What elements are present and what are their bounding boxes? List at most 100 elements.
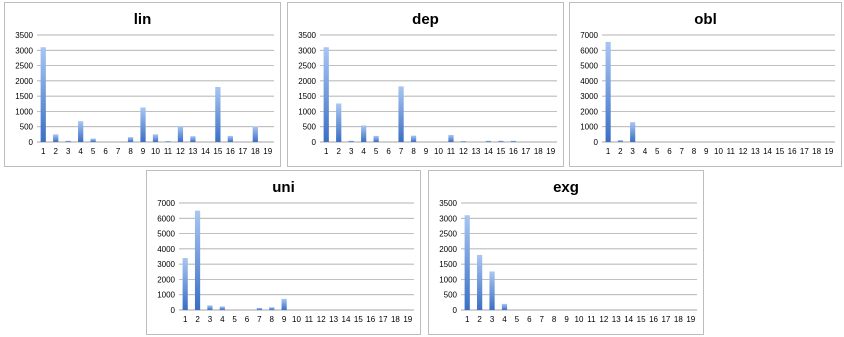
y-tick-label: 1500 bbox=[298, 92, 316, 101]
chart-panel-uni: uni 0 1000 2000 3000 4000 5000 6000 7000 1 2 3 4 5 6 7 8… bbox=[146, 170, 421, 335]
y-tick-label: 7000 bbox=[580, 31, 598, 40]
y-tick-label: 2000 bbox=[439, 245, 457, 254]
bar bbox=[489, 271, 495, 310]
x-tick-label: 14 bbox=[342, 315, 351, 324]
bar bbox=[219, 306, 225, 310]
bar bbox=[207, 305, 213, 310]
x-tick-label: 6 bbox=[667, 147, 672, 156]
bar bbox=[177, 126, 184, 142]
x-tick-label: 14 bbox=[624, 315, 633, 324]
x-tick-label: 5 bbox=[232, 315, 237, 324]
x-tick-label: 5 bbox=[515, 315, 520, 324]
x-tick-label: 19 bbox=[546, 147, 555, 156]
bar bbox=[78, 121, 84, 142]
bar bbox=[361, 125, 367, 142]
bar bbox=[256, 307, 262, 310]
x-tick-label: 5 bbox=[374, 147, 379, 156]
x-tick-label: 17 bbox=[379, 315, 388, 324]
y-tick-label: 3000 bbox=[15, 46, 33, 55]
x-tick-label: 3 bbox=[630, 147, 635, 156]
x-tick-label: 10 bbox=[434, 147, 443, 156]
x-tick-label: 15 bbox=[637, 315, 646, 324]
x-tick-label: 17 bbox=[238, 147, 247, 156]
x-tick-label: 9 bbox=[141, 147, 146, 156]
x-tick-label: 2 bbox=[195, 315, 200, 324]
y-tick-label: 2000 bbox=[15, 77, 33, 86]
bar bbox=[477, 254, 483, 310]
x-tick-label: 15 bbox=[775, 147, 784, 156]
x-tick-label: 18 bbox=[391, 315, 400, 324]
bar bbox=[605, 41, 611, 142]
y-tick-label: 3500 bbox=[298, 31, 316, 40]
bar bbox=[281, 298, 287, 310]
x-tick-label: 16 bbox=[649, 315, 658, 324]
y-tick-label: 2000 bbox=[298, 77, 316, 86]
bar bbox=[460, 141, 467, 142]
bar bbox=[336, 103, 342, 142]
x-tick-label: 17 bbox=[800, 147, 809, 156]
y-tick-label: 1000 bbox=[298, 107, 316, 116]
bar bbox=[140, 107, 146, 142]
x-tick-label: 7 bbox=[116, 147, 121, 156]
y-tick-label: 3000 bbox=[298, 46, 316, 55]
x-tick-label: 8 bbox=[270, 315, 275, 324]
y-tick-label: 1000 bbox=[15, 107, 33, 116]
y-tick-label: 1000 bbox=[157, 291, 175, 300]
x-tick-label: 2 bbox=[477, 315, 482, 324]
bar bbox=[152, 134, 159, 142]
y-tick-label: 2000 bbox=[157, 275, 175, 284]
x-tick-label: 17 bbox=[521, 147, 530, 156]
y-tick-label: 0 bbox=[453, 306, 458, 315]
y-tick-label: 6000 bbox=[580, 46, 598, 55]
bar bbox=[448, 134, 454, 142]
bar bbox=[190, 136, 196, 142]
bar bbox=[398, 86, 404, 142]
x-tick-label: 3 bbox=[490, 315, 495, 324]
y-tick-label: 4000 bbox=[580, 77, 598, 86]
x-tick-label: 6 bbox=[245, 315, 250, 324]
bar bbox=[617, 140, 623, 142]
y-tick-label: 5000 bbox=[580, 62, 598, 71]
x-tick-label: 12 bbox=[739, 147, 748, 156]
x-tick-label: 19 bbox=[824, 147, 833, 156]
chart-title: lin bbox=[134, 11, 152, 28]
x-tick-label: 17 bbox=[661, 315, 670, 324]
x-tick-label: 12 bbox=[599, 315, 608, 324]
x-tick-label: 16 bbox=[226, 147, 235, 156]
x-tick-label: 13 bbox=[612, 315, 621, 324]
x-tick-label: 9 bbox=[564, 315, 569, 324]
x-tick-label: 18 bbox=[674, 315, 683, 324]
chart-title: obl bbox=[694, 11, 717, 28]
bar bbox=[630, 122, 636, 142]
x-tick-label: 7 bbox=[257, 315, 262, 324]
x-tick-label: 7 bbox=[540, 315, 545, 324]
x-tick-label: 1 bbox=[606, 147, 611, 156]
x-tick-label: 16 bbox=[788, 147, 797, 156]
x-tick-label: 12 bbox=[317, 315, 326, 324]
x-tick-label: 8 bbox=[128, 147, 133, 156]
y-tick-label: 500 bbox=[444, 291, 458, 300]
bar bbox=[53, 134, 59, 142]
x-tick-label: 13 bbox=[471, 147, 480, 156]
y-tick-label: 4000 bbox=[157, 245, 175, 254]
y-tick-label: 1500 bbox=[15, 92, 33, 101]
y-tick-label: 3000 bbox=[580, 92, 598, 101]
x-tick-label: 9 bbox=[424, 147, 429, 156]
x-tick-label: 7 bbox=[399, 147, 404, 156]
x-tick-label: 3 bbox=[208, 315, 213, 324]
x-tick-label: 9 bbox=[704, 147, 709, 156]
x-tick-label: 11 bbox=[164, 147, 173, 156]
x-tick-label: 13 bbox=[751, 147, 760, 156]
bar bbox=[252, 126, 258, 142]
x-tick-label: 14 bbox=[201, 147, 210, 156]
x-tick-label: 14 bbox=[484, 147, 493, 156]
y-tick-label: 500 bbox=[303, 123, 317, 132]
x-tick-label: 4 bbox=[361, 147, 366, 156]
x-tick-label: 15 bbox=[354, 315, 363, 324]
bar bbox=[348, 140, 354, 142]
chart-panel-dep: dep 0 500 1000 1500 2000 2500 3000 3500 1 2 3 4 5 6 7 8 9… bbox=[287, 2, 564, 167]
y-tick-label: 1000 bbox=[439, 275, 457, 284]
